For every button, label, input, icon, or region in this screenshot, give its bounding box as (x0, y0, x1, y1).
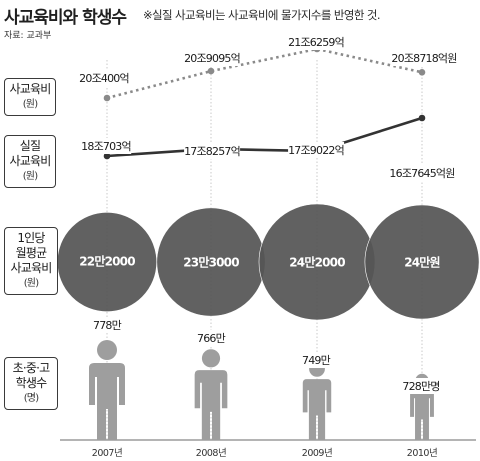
students-label-2007: 778만 (93, 317, 122, 333)
x-label-2009: 2009년 (301, 448, 333, 459)
source-note: 자료: 교과부 (4, 31, 52, 41)
real-label-2007: 18조703억 (81, 138, 132, 154)
row-label-students-line2: 학생수 (15, 376, 48, 390)
nominal-series-line (106, 47, 423, 100)
row-label-nominal-unit: (원) (22, 99, 38, 110)
chart-subtitle: ※실질 사교육비는 사교육비에 물가지수를 반영한 것. (143, 8, 381, 22)
per-capita-label-2010: 24만원 (404, 255, 440, 270)
student-figure-2008 (194, 349, 228, 440)
real-label-2009: 17조9022억 (288, 142, 345, 158)
real-series-line (106, 116, 423, 158)
per-capita-label-2009: 24만2000 (289, 255, 345, 270)
students-label-2010: 728만명 (402, 378, 440, 394)
x-label-2008: 2008년 (195, 448, 227, 459)
row-label-students-line1: 초·중·고 (12, 361, 51, 375)
chart-title: 사교육비와 학생수 (4, 8, 127, 28)
row-label-real-line1: 실질 (19, 139, 41, 153)
nominal-point-2008 (207, 67, 215, 75)
real-point-2010 (418, 114, 426, 122)
per-capita-bubble-2010 (364, 204, 480, 320)
x-label-2010: 2010년 (406, 448, 438, 459)
row-label-students: 초·중·고 학생수 (명) (4, 357, 58, 410)
per-capita-label-2008: 23만3000 (183, 255, 239, 270)
x-label-2007: 2007년 (91, 448, 123, 459)
nominal-point-2007 (103, 94, 111, 102)
row-label-nominal-text: 사교육비 (9, 82, 52, 96)
row-label-per-capita-line1: 1인당 (17, 231, 45, 245)
per-capita-label-2007: 22만2000 (79, 254, 135, 269)
row-label-per-capita-line2: 월평균 (15, 246, 48, 260)
real-label-2010: 16조7645억원 (389, 165, 455, 181)
real-point-2007 (103, 152, 111, 160)
nominal-label-2007: 20조400억 (79, 70, 130, 86)
row-label-real: 실질 사교육비 (원) (4, 135, 56, 188)
row-label-students-unit: (명) (23, 393, 39, 404)
row-label-per-capita-line3: 사교육비 (10, 261, 53, 275)
row-label-per-capita-unit: (원) (23, 278, 39, 289)
row-label-real-unit: (원) (22, 171, 38, 182)
row-label-real-line2: 사교육비 (9, 154, 52, 168)
nominal-label-2008: 20조9095억 (184, 50, 241, 66)
students-label-2008: 766만 (197, 330, 226, 346)
student-figure-2007 (89, 340, 125, 440)
nominal-point-2010 (418, 69, 426, 76)
real-label-2008: 17조8257억 (184, 143, 241, 159)
row-label-nominal: 사교육비 (원) (4, 78, 56, 116)
nominal-label-2010: 20조8718억원 (391, 50, 457, 66)
students-label-2009: 749만 (302, 352, 331, 368)
nominal-label-2009: 21조6259억 (288, 34, 345, 50)
row-label-per-capita: 1인당 월평균 사교육비 (원) (4, 227, 58, 295)
